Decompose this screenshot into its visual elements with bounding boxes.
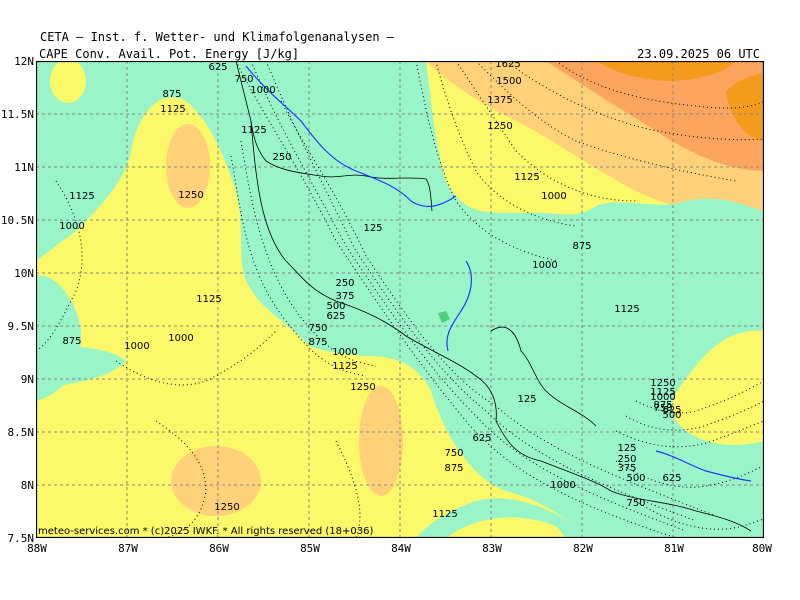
- contour-label: 750: [308, 323, 327, 334]
- contour-label: 500: [626, 473, 645, 484]
- lake-marker: [438, 311, 450, 323]
- map-frame: [36, 61, 764, 538]
- contour-label: 875: [62, 336, 81, 347]
- contour-label: 1000: [532, 260, 557, 271]
- contour-label: 1000: [250, 85, 275, 96]
- valid-time: 23.09.2025 06 UTC: [637, 47, 760, 61]
- contour-label: 750: [653, 403, 672, 414]
- contour-label: 125: [363, 223, 382, 234]
- contour-label: 1250: [350, 382, 375, 393]
- contour-label: 375: [335, 291, 354, 302]
- lat-label: 7.5N: [7, 532, 35, 545]
- lat-label: 12N: [14, 55, 34, 68]
- contour-label: 250: [617, 454, 636, 465]
- fill-high-cape-w: [166, 124, 210, 208]
- contour-label: 1125: [514, 172, 539, 183]
- lon-label: 84W: [391, 542, 411, 555]
- contour-label: 875: [572, 241, 591, 252]
- lon-label: 82W: [573, 542, 593, 555]
- contour-label: 1500: [496, 76, 521, 87]
- contour-label: 125: [617, 443, 636, 454]
- contour-label: 875: [444, 463, 463, 474]
- contour-label: 1375: [487, 95, 512, 106]
- fill-extreme-cape: [596, 61, 736, 81]
- contour-label: 500: [662, 410, 681, 421]
- contour-label: 625: [662, 405, 681, 416]
- contour-label: 500: [326, 301, 345, 312]
- contour-label: 750: [626, 498, 645, 509]
- contour-label: 1125: [614, 304, 639, 315]
- contour-label: 1250: [487, 121, 512, 132]
- map-fill-layer: [36, 61, 764, 538]
- contour-label: 1125: [650, 387, 675, 398]
- lat-label: 8.5N: [7, 426, 35, 439]
- contour-label: 875: [162, 89, 181, 100]
- contour-label: 1125: [241, 125, 266, 136]
- contour-label: 375: [617, 463, 636, 474]
- contour-lines: [36, 61, 764, 538]
- fill-high-cape-c: [359, 386, 403, 496]
- lat-label: 11.5N: [0, 108, 34, 121]
- contour-label: 1000: [650, 392, 675, 403]
- contour-label: 1125: [196, 294, 221, 305]
- lon-label: 87W: [118, 542, 138, 555]
- fill-mid-cape-south-bay: [446, 517, 566, 538]
- fill-low-cape-west-2: [36, 346, 126, 391]
- contour-label: 1125: [160, 104, 185, 115]
- lon-label: 81W: [664, 542, 684, 555]
- contour-label: 750: [444, 448, 463, 459]
- contour-label: 1000: [59, 221, 84, 232]
- contour-label: 1625: [495, 61, 520, 70]
- lon-label: 80W: [752, 542, 772, 555]
- lat-label: 11N: [14, 161, 34, 174]
- lat-label: 8N: [20, 479, 34, 492]
- contour-label: 1000: [168, 333, 193, 344]
- lon-label: 83W: [482, 542, 502, 555]
- map-title: CETA — Inst. f. Wetter- und Klimafolgena…: [40, 30, 395, 44]
- lat-label: 9.5N: [7, 320, 35, 333]
- contour-label: 250: [272, 152, 291, 163]
- fill-very-high-cape: [546, 61, 764, 171]
- contour-label: 625: [472, 433, 491, 444]
- lat-label: 10.5N: [0, 214, 34, 227]
- contour-label: 875: [653, 400, 672, 411]
- lon-label: 85W: [300, 542, 320, 555]
- contour-label: 1000: [124, 341, 149, 352]
- contour-label: 125: [517, 394, 536, 405]
- lon-label: 86W: [209, 542, 229, 555]
- contour-label: 1000: [541, 191, 566, 202]
- fill-extreme-cape-2: [726, 73, 764, 141]
- copyright-footer: meteo-services.com * (c)2025 IWKF. * All…: [38, 526, 374, 537]
- contour-label: 1000: [332, 347, 357, 358]
- fill-low-cape: [36, 61, 764, 538]
- rivers: [245, 65, 752, 482]
- fill-mid-cape-nw: [50, 61, 86, 103]
- contour-label: 1125: [432, 509, 457, 520]
- graticule: [36, 61, 764, 538]
- contour-label: 1250: [650, 378, 675, 389]
- contour-label: 250: [335, 278, 354, 289]
- contour-label: 625: [326, 311, 345, 322]
- contour-label: 1250: [178, 190, 203, 201]
- contour-label: 625: [662, 473, 681, 484]
- contour-label: 1000: [550, 480, 575, 491]
- subtitle-bar: CAPE Conv. Avail. Pot. Energy [J/kg] 23.…: [36, 47, 763, 62]
- contour-label: 625: [208, 62, 227, 73]
- contour-label: 750: [234, 74, 253, 85]
- lat-label: 10N: [14, 267, 34, 280]
- contour-label: 1250: [214, 502, 239, 513]
- contour-label: 1125: [69, 191, 94, 202]
- fill-high-cape-s: [171, 446, 261, 516]
- contour-label: 1125: [332, 361, 357, 372]
- lat-label: 9N: [20, 373, 34, 386]
- lon-label: 88W: [27, 542, 47, 555]
- contour-label: 875: [308, 337, 327, 348]
- coastline: [235, 61, 752, 532]
- variable-label: CAPE Conv. Avail. Pot. Energy [J/kg]: [39, 47, 300, 61]
